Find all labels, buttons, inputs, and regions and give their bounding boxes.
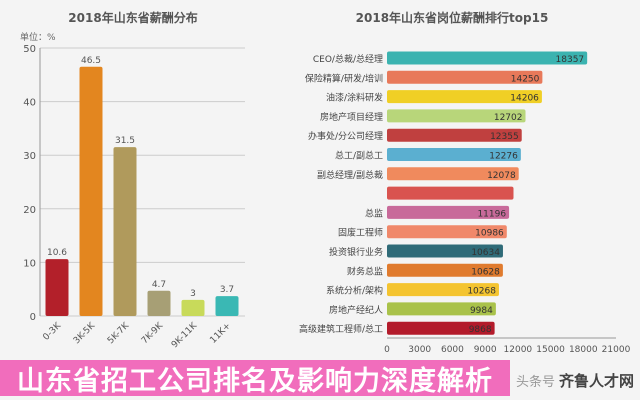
data-label: 11196 [477, 209, 506, 219]
data-label: 10634 [471, 248, 500, 258]
data-label: 3.7 [220, 285, 234, 295]
bar [387, 51, 588, 65]
x-tick-label: 11K+ [208, 321, 233, 346]
bar [387, 148, 521, 161]
watermark: 头条号 齐鲁人才网 [516, 370, 634, 391]
data-label: 3 [190, 289, 196, 299]
bar [387, 244, 503, 258]
bar [387, 205, 510, 219]
category-label: 财务总监 [347, 265, 383, 277]
x-tick-label: 7K-9K [140, 320, 166, 346]
data-label: 12702 [494, 113, 523, 123]
bar [147, 290, 171, 316]
bar [215, 296, 239, 316]
y-tick-label: 20 [23, 205, 36, 216]
bar [387, 225, 507, 239]
x-tick-label: 15000 [536, 345, 565, 355]
category-label: 总监 [365, 207, 383, 219]
watermark-source: 头条号 [516, 375, 556, 390]
bar [387, 90, 542, 104]
bar [79, 66, 103, 316]
x-tick-label: 18000 [569, 345, 598, 355]
data-label: 10986 [475, 229, 504, 239]
category-label: 办事处/分公司经理 [308, 130, 383, 142]
data-label: 10.6 [47, 248, 67, 258]
category-label: 油漆/涂料研发 [326, 92, 383, 104]
x-tick-label: 3K-5K [72, 320, 98, 346]
bar [387, 302, 496, 316]
bar [387, 109, 526, 123]
x-tick-label: 0 [384, 345, 390, 355]
title-banner: 山东省招工公司排名及影响力深度解析 [0, 360, 510, 397]
category-label: 房地产项目经理 [320, 111, 383, 123]
data-label: 46.5 [81, 56, 101, 66]
category-label: 房地产经纪人 [329, 304, 383, 316]
category-label: 副总经理/副总裁 [317, 169, 383, 181]
y-tick-label: 50 [23, 44, 36, 55]
x-tick-label: 0-3K [41, 320, 63, 342]
bar [387, 167, 519, 181]
data-label: 12355 [490, 132, 519, 142]
category-label: CEO/总裁/总经理 [313, 53, 383, 65]
bar [387, 186, 514, 200]
data-label: 9868 [469, 325, 492, 335]
category-label: 系统分析/架构 [326, 285, 383, 297]
category-label: 投资银行业务 [329, 246, 383, 258]
bar [387, 283, 499, 297]
data-label: 9984 [470, 306, 493, 316]
x-tick-label: 9000 [474, 345, 497, 355]
bar [387, 263, 503, 277]
category-label: 固废工程师 [338, 227, 383, 239]
right-chart-title: 2018年山东省岗位薪酬排行top15 [356, 10, 549, 25]
unit-label: 单位：% [20, 31, 56, 43]
bar [387, 128, 522, 142]
data-label: 18357 [556, 55, 585, 65]
category-label: 总工/副总工 [335, 150, 383, 162]
data-label: 12276 [489, 152, 518, 162]
data-label: 14206 [510, 94, 539, 104]
left-chart-title: 2018年山东省薪酬分布 [68, 10, 197, 25]
data-label: 12078 [487, 171, 516, 181]
data-label: 4.7 [152, 280, 166, 290]
x-tick-label: 21000 [602, 345, 631, 355]
y-tick-label: 10 [23, 258, 36, 269]
watermark-brand: 齐鲁人才网 [559, 372, 635, 390]
bar [45, 259, 69, 316]
x-tick-label: 12000 [504, 345, 533, 355]
x-tick-label: 3000 [408, 345, 431, 355]
x-tick-label: 5K-7K [106, 320, 132, 346]
bar [113, 147, 137, 316]
data-label: 10268 [467, 287, 496, 297]
category-label: 高级建筑工程师/总工 [299, 323, 383, 335]
bar [387, 321, 495, 335]
data-label: 31.5 [115, 136, 135, 146]
x-tick-label: 9K-11K [170, 320, 200, 350]
data-label: 14250 [511, 74, 540, 84]
x-tick-label: 6000 [441, 345, 464, 355]
bar [181, 299, 205, 316]
bar [387, 70, 543, 84]
y-tick-label: 30 [23, 151, 36, 162]
category-label: 保险精算/研发/培训 [305, 72, 383, 84]
y-tick-label: 40 [23, 98, 36, 109]
data-label: 10628 [471, 267, 500, 277]
y-tick-label: 0 [30, 312, 36, 323]
